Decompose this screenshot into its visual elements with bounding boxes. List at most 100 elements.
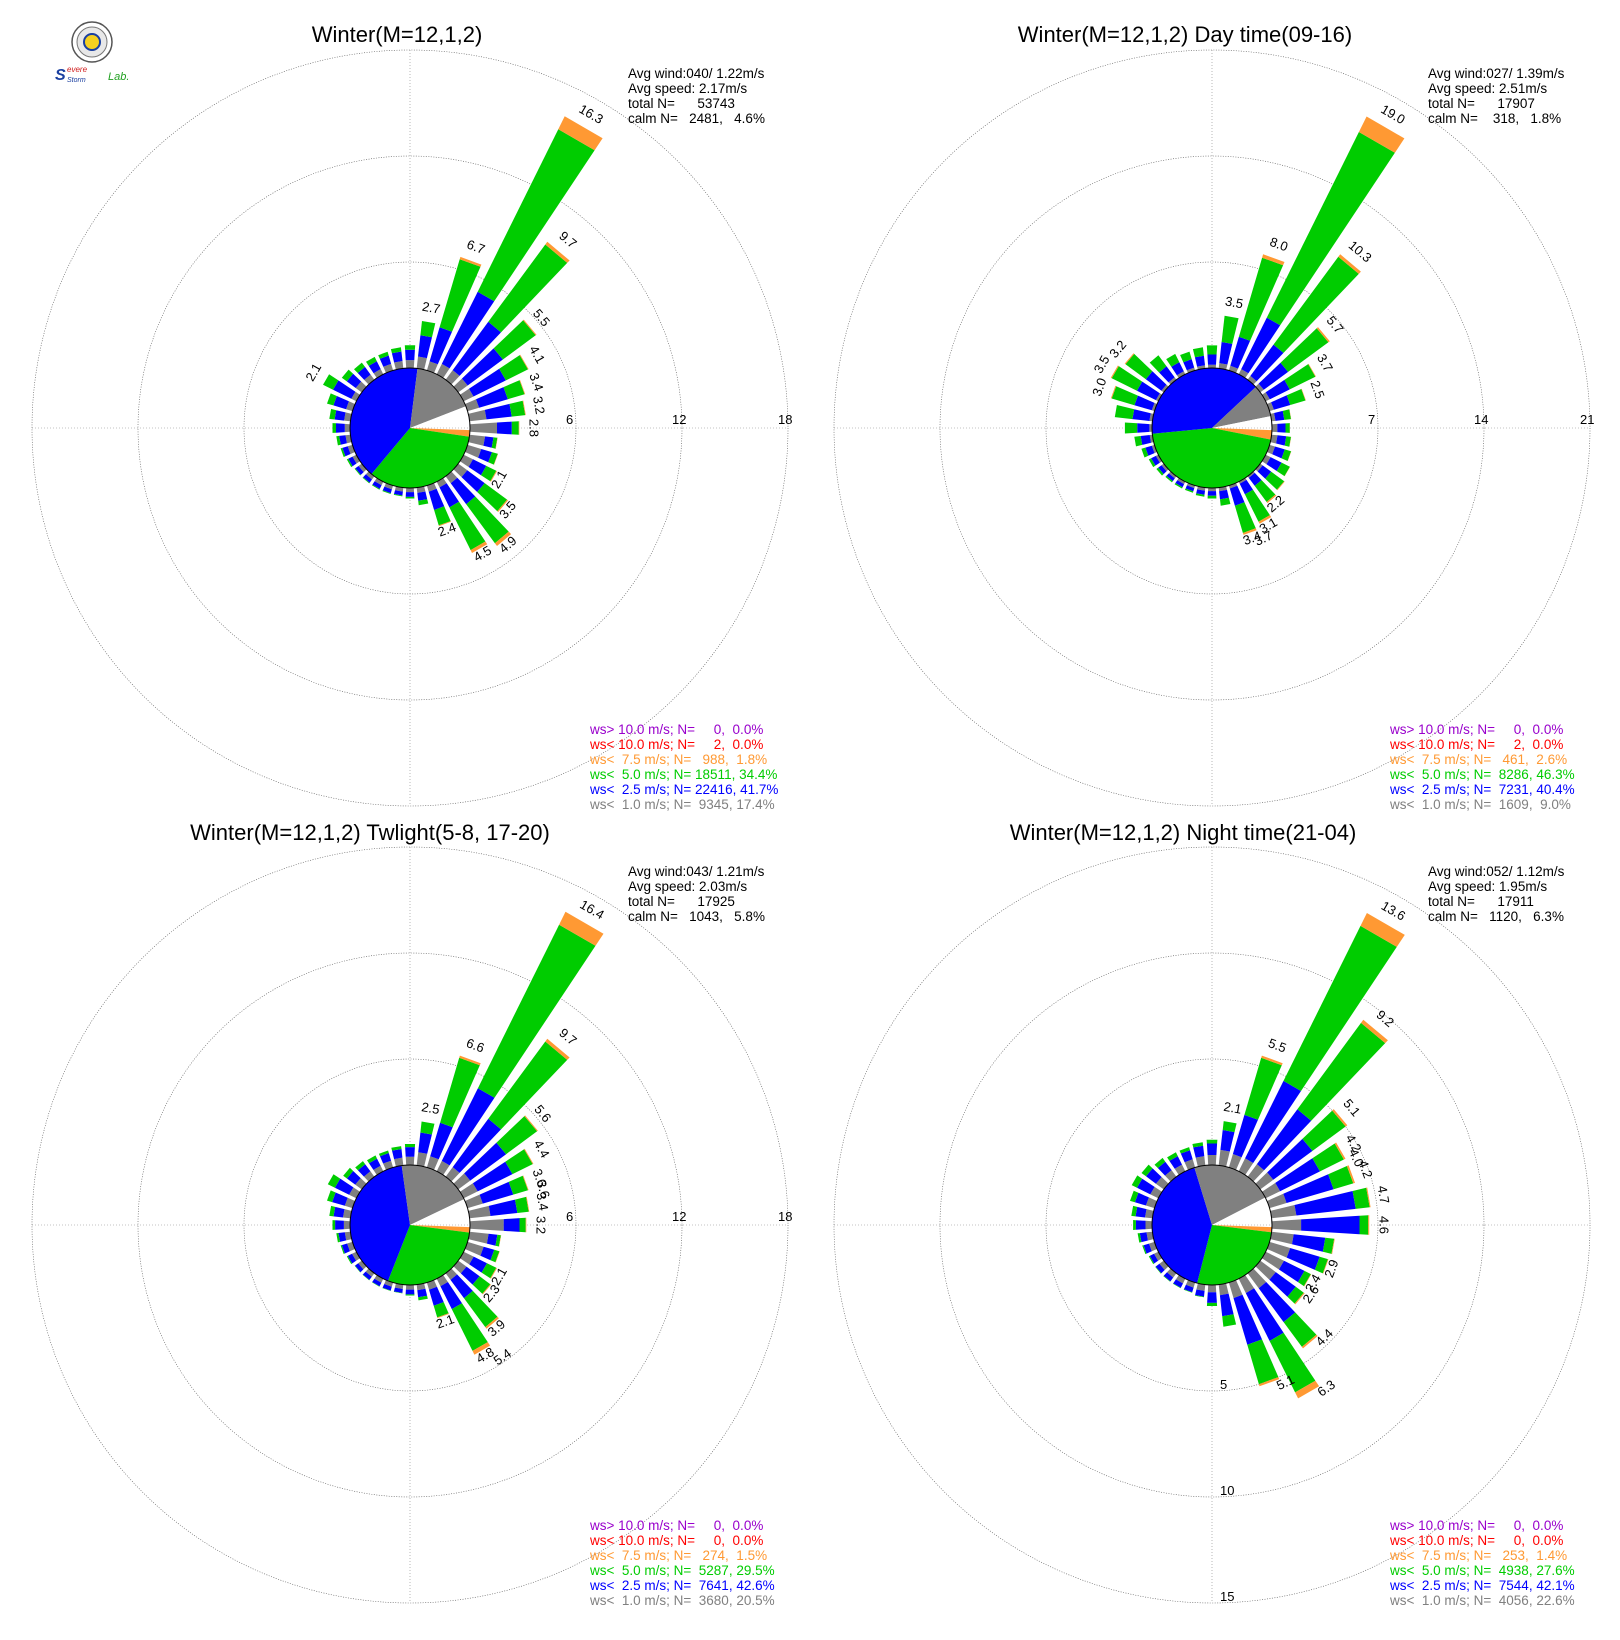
rose-bar-segment xyxy=(372,481,382,489)
rose-bar-segment xyxy=(1239,479,1253,495)
rose-bar-segment xyxy=(393,494,403,497)
rose-bar-segment xyxy=(1278,1260,1305,1283)
rose-bar-segment xyxy=(452,1118,501,1173)
rose-bar-segment xyxy=(523,319,537,336)
rose-bar-segment xyxy=(440,1057,480,1128)
legend-line: ws< 5.0 m/s; N= 4938, 27.6% xyxy=(1389,1563,1575,1578)
rose-bar-segment xyxy=(344,1231,352,1241)
rose-bar-segment xyxy=(1245,1288,1284,1341)
logo-lab: Lab. xyxy=(108,71,129,83)
rose-bar-segment xyxy=(1352,1187,1370,1209)
ring-label: 5 xyxy=(1220,1377,1227,1392)
rose-bar-segment xyxy=(394,1157,404,1167)
rose-bar-segment xyxy=(1124,353,1135,365)
legend-line: ws> 10.0 m/s; N= 0, 0.0% xyxy=(1389,1518,1563,1533)
rose-bar-segment xyxy=(1281,449,1292,461)
rose-bar-segment xyxy=(472,1342,491,1355)
rose-bar-segment xyxy=(1135,1206,1147,1218)
rose-bar-segment xyxy=(465,1194,483,1209)
rose-bar-segment xyxy=(341,369,354,382)
rose-bar-segment xyxy=(1289,409,1292,420)
rose-bar-segment xyxy=(519,354,529,370)
direction-value-label: 3.4 xyxy=(1241,528,1263,548)
rose-bar-segment xyxy=(1219,1293,1234,1317)
grid-ring xyxy=(833,49,1591,807)
direction-value-label: 4.0 xyxy=(1346,1146,1367,1169)
rose-bar-segment xyxy=(1258,362,1289,390)
rose-bar-segment xyxy=(488,244,568,333)
pie-slice xyxy=(350,1165,410,1281)
rose-bar-segment xyxy=(1161,384,1169,393)
rose-bar-segment xyxy=(426,1280,437,1290)
rose-bar-segment xyxy=(1262,254,1285,266)
rose-bar-segment xyxy=(1206,1139,1218,1144)
rose-bar-segment xyxy=(354,362,365,373)
rose-bar-segment xyxy=(362,1271,372,1280)
rose-bar-segment xyxy=(1308,363,1316,377)
stats-line: Avg speed: 2.03m/s xyxy=(628,879,747,894)
grid-ring xyxy=(1045,261,1379,595)
rose-bar-segment xyxy=(1228,1154,1242,1170)
legend-line: ws< 7.5 m/s; N= 253, 1.4% xyxy=(1389,1548,1567,1563)
rose-bar-segment xyxy=(526,1196,530,1212)
direction-value-label: 4.4 xyxy=(531,1137,553,1160)
rose-bar-segment xyxy=(1233,1294,1262,1345)
rose-bar-segment xyxy=(1141,447,1149,458)
ring-label: 6 xyxy=(566,412,573,427)
rose-bar-segment xyxy=(488,452,498,465)
rose-bar-segment xyxy=(1285,423,1290,433)
rose-bar-segment xyxy=(468,1231,489,1244)
rose-bar-segment xyxy=(418,499,429,506)
legend-line: ws< 5.0 m/s; N= 8286, 46.3% xyxy=(1389,767,1575,782)
rose-bar-segment xyxy=(1272,446,1285,459)
rose-bar-segment xyxy=(405,1284,415,1290)
rose-bar-segment xyxy=(559,911,604,946)
rose-bar-segment xyxy=(1151,444,1157,454)
rose-bar-segment xyxy=(1183,359,1195,371)
rose-bar-segment xyxy=(1186,367,1196,373)
rose-bar-segment xyxy=(1174,483,1183,489)
rose-bar-segment xyxy=(1185,485,1195,492)
rose-bar-segment xyxy=(1271,395,1291,410)
stats-line: Avg wind:027/ 1.39m/s xyxy=(1428,66,1565,81)
rose-bar-segment xyxy=(343,1167,354,1179)
rose-bar-segment xyxy=(460,1266,480,1285)
rose-bar-segment xyxy=(417,491,428,501)
rose-bar-segment xyxy=(1262,1251,1284,1270)
rose-bar-segment xyxy=(1155,1266,1162,1274)
rose-bar-segment xyxy=(1167,1268,1177,1278)
rose-bar-segment xyxy=(1175,1275,1186,1284)
rose-bar-segment xyxy=(1283,1312,1317,1347)
stats-line: Avg wind:040/ 1.22m/s xyxy=(628,66,765,81)
grid-ring xyxy=(31,846,789,1604)
stats-line: Avg wind:052/ 1.12m/s xyxy=(1428,864,1565,879)
rose-bar-segment xyxy=(1267,402,1274,412)
rose-bar-segment xyxy=(1332,1109,1348,1127)
direction-value-label: 2.1 xyxy=(1222,1099,1242,1117)
direction-value-label: 2.1 xyxy=(302,361,324,384)
rose-bar-segment xyxy=(1254,480,1276,502)
direction-value-label: 3.2 xyxy=(534,1216,549,1234)
direction-value-label: 3.4 xyxy=(526,371,546,393)
rose-bar-segment xyxy=(1221,315,1239,344)
rose-bar-segment xyxy=(327,1190,336,1203)
direction-value-label: 6.3 xyxy=(1315,1377,1338,1400)
rose-bar-segment xyxy=(1302,1110,1346,1151)
rose-bar-segment xyxy=(1146,1168,1162,1184)
rose-bar-segment xyxy=(1316,327,1330,343)
rose-bar-segment xyxy=(1247,471,1255,478)
rose-bar-segment xyxy=(436,363,450,378)
rose-bar-segment xyxy=(1269,1332,1316,1393)
rose-bar-segment xyxy=(1255,1172,1274,1190)
rose-bar-segment xyxy=(344,1197,355,1209)
rose-bar-segment xyxy=(1244,1057,1282,1120)
rose-bar-segment xyxy=(1206,1302,1218,1306)
pie-slice xyxy=(401,1165,465,1225)
rose-bar-segment xyxy=(1228,1280,1243,1299)
rose-bar-segment xyxy=(429,1286,444,1306)
rose-bar-segment xyxy=(485,1316,499,1329)
direction-value-label: 3.4 xyxy=(534,1191,552,1211)
rose-bar-segment xyxy=(438,521,451,527)
grid-ring xyxy=(243,261,577,595)
rose-bar-segment xyxy=(441,291,495,369)
